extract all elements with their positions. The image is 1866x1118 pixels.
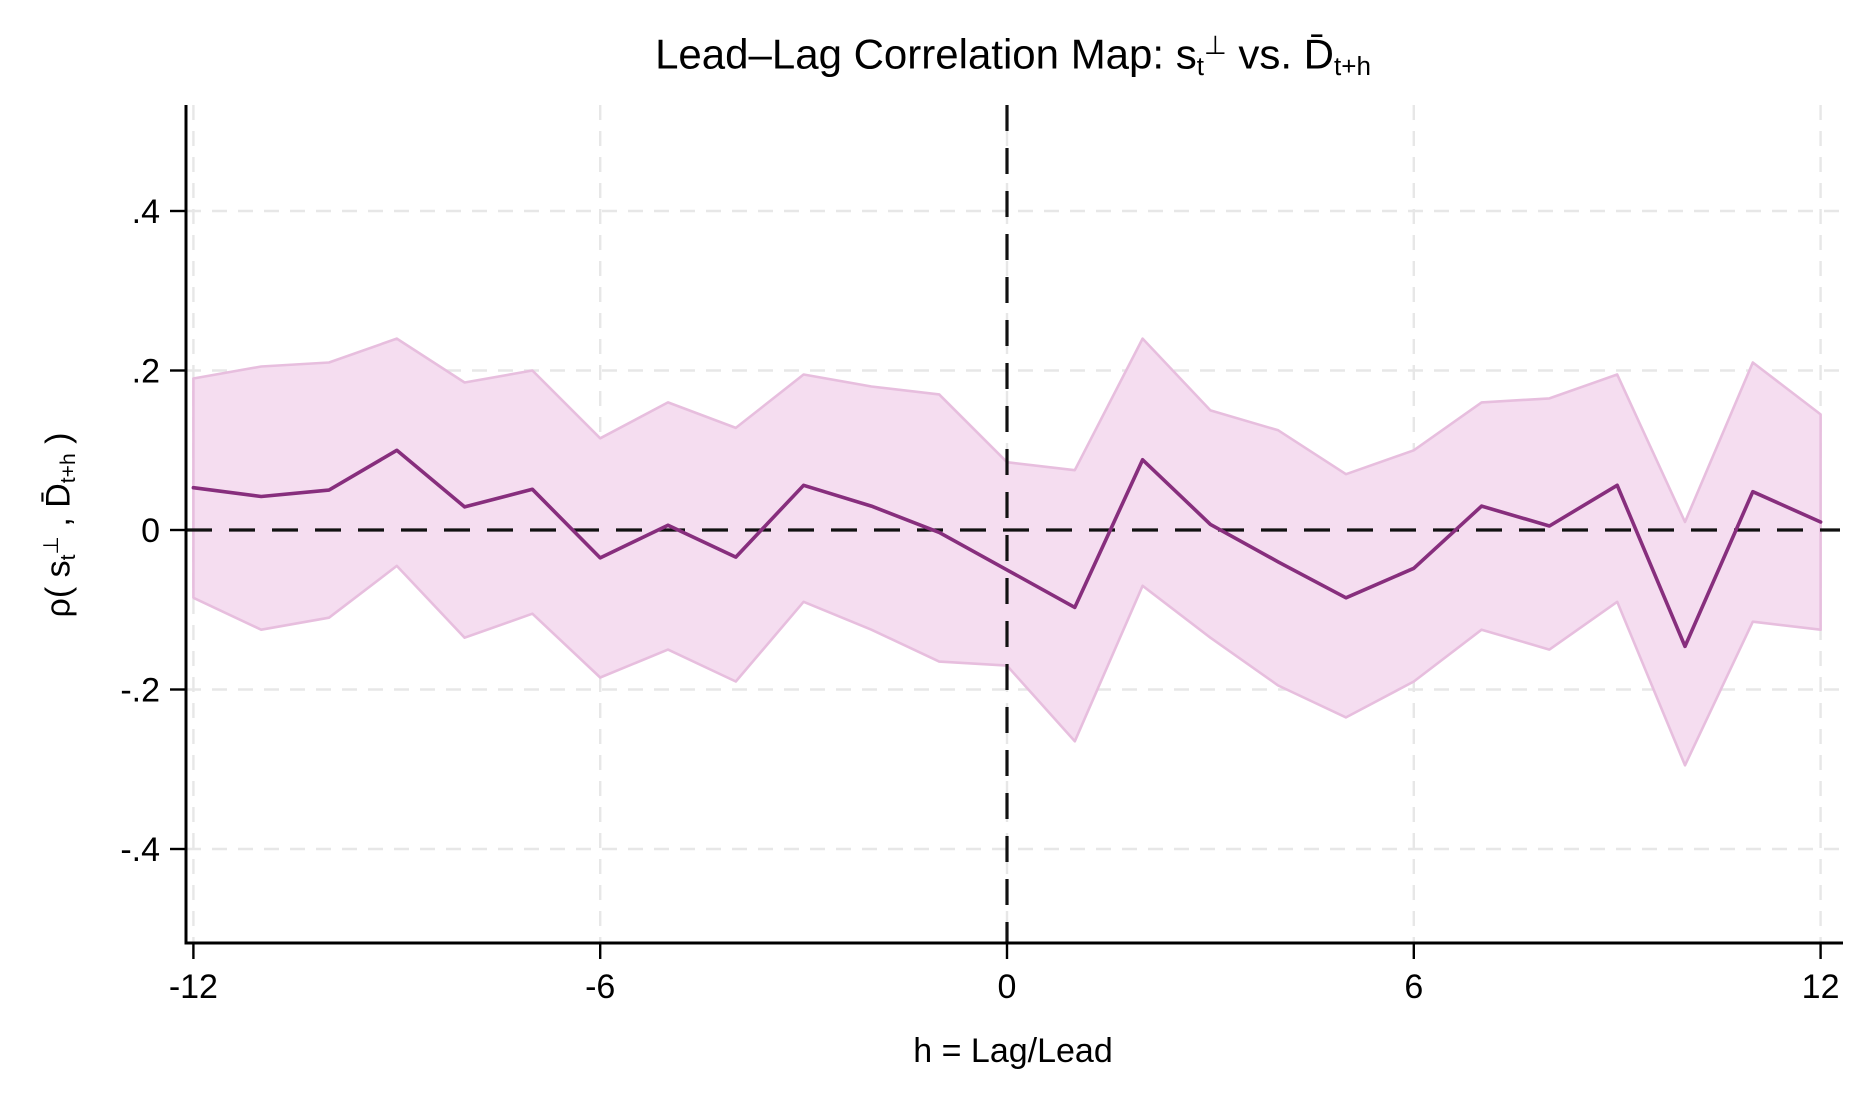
x-tick-label: 12 xyxy=(1802,968,1840,1006)
text-segment-sup: ⊥ xyxy=(1203,30,1227,60)
y-tick-label: .2 xyxy=(132,353,160,391)
text-segment-sup: ⊥ xyxy=(40,536,63,555)
y-tick-label: -.4 xyxy=(120,831,160,869)
x-axis-title: h = Lag/Lead xyxy=(913,1032,1113,1070)
text-segment-sub: t xyxy=(56,554,80,561)
text-segment-sub: t xyxy=(1196,50,1204,81)
chart-title: Lead–Lag Correlation Map: st⊥ vs. D̄t+h xyxy=(186,30,1840,82)
y-tick-label: -.2 xyxy=(120,672,160,710)
x-tick-label: 6 xyxy=(1404,968,1423,1006)
text-segment-sub: t+h xyxy=(56,453,80,484)
correlation-line xyxy=(191,448,1823,649)
y-tick-label: 0 xyxy=(141,512,160,550)
x-tick-label: 0 xyxy=(998,968,1017,1006)
text-segment-n: vs. D̄ xyxy=(1226,30,1335,78)
text-segment-n: ρ( s xyxy=(39,560,78,618)
y-axis-title: ρ( st⊥ , D̄t+h ) xyxy=(31,75,80,975)
x-tick-label: -12 xyxy=(169,968,218,1006)
y-tick-label: .4 xyxy=(132,193,160,231)
text-segment-n: ) xyxy=(39,432,78,454)
text-segment-n: Lead–Lag Correlation Map: s xyxy=(655,30,1197,78)
text-segment-sub: t+h xyxy=(1334,50,1371,81)
text-segment-n: , D̄ xyxy=(39,483,78,537)
x-tick-label: -6 xyxy=(585,968,615,1006)
